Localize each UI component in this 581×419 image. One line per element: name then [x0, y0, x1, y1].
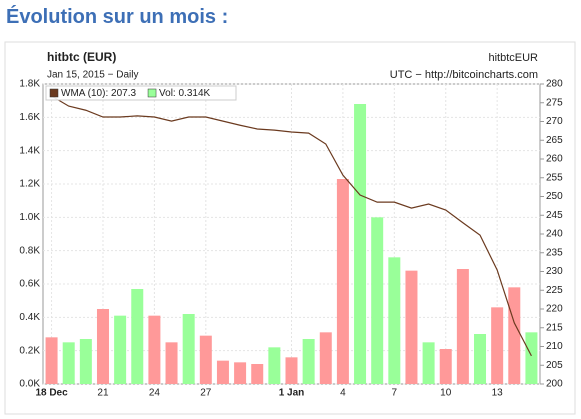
y2-tick-label: 205: [546, 360, 563, 371]
y2-tick-label: 270: [546, 116, 563, 127]
bar: [422, 342, 435, 384]
bar: [234, 362, 247, 384]
bar: [182, 314, 195, 384]
wma-line: [51, 95, 532, 357]
y-tick-label: 1.6K: [19, 112, 40, 123]
bar: [405, 270, 418, 384]
bar: [491, 307, 504, 384]
bar: [251, 364, 264, 384]
y-tick-label: 1.0K: [19, 212, 40, 223]
x-tick-label: 1 Jan: [279, 388, 305, 399]
legend-box: [45, 85, 237, 101]
bar: [336, 179, 349, 384]
bar: [96, 309, 109, 384]
x-tick-label: 21: [97, 388, 109, 399]
page-title: Évolution sur un mois :: [6, 6, 229, 28]
bar: [148, 315, 161, 384]
y2-tick-label: 235: [546, 247, 563, 258]
bar: [456, 269, 469, 384]
y-tick-label: 0.0K: [19, 379, 40, 390]
bar: [525, 332, 538, 384]
bar: [45, 337, 58, 384]
x-tick-label: 27: [200, 388, 212, 399]
bar: [302, 339, 315, 384]
x-tick-label: 13: [492, 388, 504, 399]
bar: [268, 347, 281, 384]
y-tick-label: 0.2K: [19, 345, 40, 356]
x-tick-label: 24: [149, 388, 161, 399]
y2-tick-label: 200: [546, 379, 563, 390]
chart-title: hitbtc (EUR): [47, 50, 116, 64]
y-tick-label: 0.6K: [19, 279, 40, 290]
bar: [285, 357, 298, 384]
y2-tick-label: 275: [546, 97, 563, 108]
bar: [114, 315, 127, 384]
y2-tick-label: 210: [546, 341, 563, 352]
bar: [439, 349, 452, 384]
x-tick-label: 4: [340, 388, 346, 399]
legend-label: WMA (10): 207.3: [61, 88, 136, 99]
bar: [371, 217, 384, 384]
bar: [165, 342, 178, 384]
y2-tick-label: 225: [546, 285, 563, 296]
bar: [79, 339, 92, 384]
x-tick-label: 10: [440, 388, 452, 399]
legend-swatch: [49, 88, 59, 98]
y2-tick-label: 280: [546, 79, 563, 90]
y2-tick-label: 230: [546, 266, 563, 277]
chart-subtitle: Jan 15, 2015 − Daily: [47, 70, 138, 81]
y2-tick-label: 255: [546, 172, 563, 183]
bar: [199, 335, 212, 384]
y2-tick-label: 260: [546, 154, 563, 165]
y2-tick-label: 245: [546, 210, 563, 221]
chart-right-subtitle: UTC − http://bitcoincharts.com: [390, 69, 538, 81]
chart-right-title: hitbtcEUR: [488, 52, 538, 64]
legend-label: Vol: 0.314K: [159, 88, 210, 99]
y-tick-label: 1.8K: [19, 79, 40, 90]
y2-tick-label: 220: [546, 304, 563, 315]
bar: [319, 332, 332, 384]
x-tick-label: 7: [392, 388, 398, 399]
y-tick-label: 0.8K: [19, 245, 40, 256]
y-tick-label: 0.4K: [19, 312, 40, 323]
bar: [131, 289, 144, 384]
y-tick-label: 1.4K: [19, 145, 40, 156]
legend-swatch: [147, 88, 157, 98]
y2-tick-label: 240: [546, 229, 563, 240]
bar: [508, 287, 521, 384]
bar: [216, 360, 229, 384]
bar: [388, 257, 401, 384]
bar: [474, 334, 487, 384]
y2-tick-label: 250: [546, 191, 563, 202]
x-tick-label: 18 Dec: [35, 388, 68, 399]
bar: [62, 342, 75, 384]
y-tick-label: 1.2K: [19, 179, 40, 190]
bar: [354, 104, 367, 384]
y2-tick-label: 265: [546, 135, 563, 146]
y2-tick-label: 215: [546, 322, 563, 333]
